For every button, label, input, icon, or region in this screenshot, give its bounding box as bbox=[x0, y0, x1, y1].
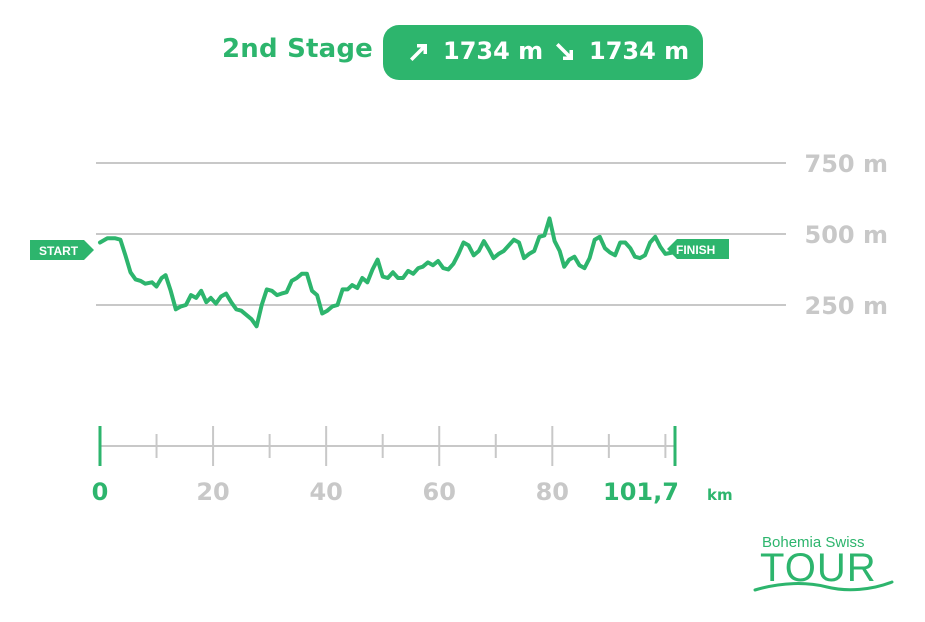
arrow-down-right-icon bbox=[556, 43, 573, 60]
descent-value: 1734 m bbox=[589, 37, 690, 65]
bohemia-swiss-tour-logo: Bohemia Swiss TOUR bbox=[752, 532, 897, 597]
elevation-summary: 1734 m 1734 m bbox=[383, 25, 703, 80]
logo-wave-icon bbox=[753, 580, 894, 592]
x-tick-label-101,7: 101,7 bbox=[603, 478, 679, 506]
x-tick-label-60: 60 bbox=[423, 478, 456, 506]
logo-line1: Bohemia Swiss bbox=[762, 534, 865, 551]
x-tick-label-0: 0 bbox=[92, 478, 109, 506]
finish-label: FINISH bbox=[676, 243, 715, 257]
x-tick-label-20: 20 bbox=[196, 478, 229, 506]
x-tick-label-40: 40 bbox=[309, 478, 342, 506]
grid-lines bbox=[96, 162, 786, 306]
elevation-line bbox=[98, 216, 675, 329]
logo-line2: TOUR bbox=[760, 546, 877, 590]
x-unit-label: km bbox=[707, 486, 733, 504]
stage-title: 2nd Stage bbox=[222, 34, 374, 64]
finish-marker: FINISH bbox=[667, 239, 729, 259]
y-tick-labels: 250 m 500 m 750 m bbox=[805, 150, 888, 320]
y-tick-label-500: 500 m bbox=[805, 221, 888, 249]
y-tick-label-750: 750 m bbox=[805, 150, 888, 178]
ascent-value: 1734 m bbox=[443, 37, 544, 65]
arrow-up-right-icon bbox=[410, 44, 427, 61]
x-tick-label-80: 80 bbox=[536, 478, 569, 506]
start-label: START bbox=[39, 244, 79, 258]
x-axis: 0 20 40 60 80 101,7 km bbox=[92, 426, 733, 506]
start-marker: START bbox=[30, 240, 94, 260]
y-tick-label-250: 250 m bbox=[805, 292, 888, 320]
